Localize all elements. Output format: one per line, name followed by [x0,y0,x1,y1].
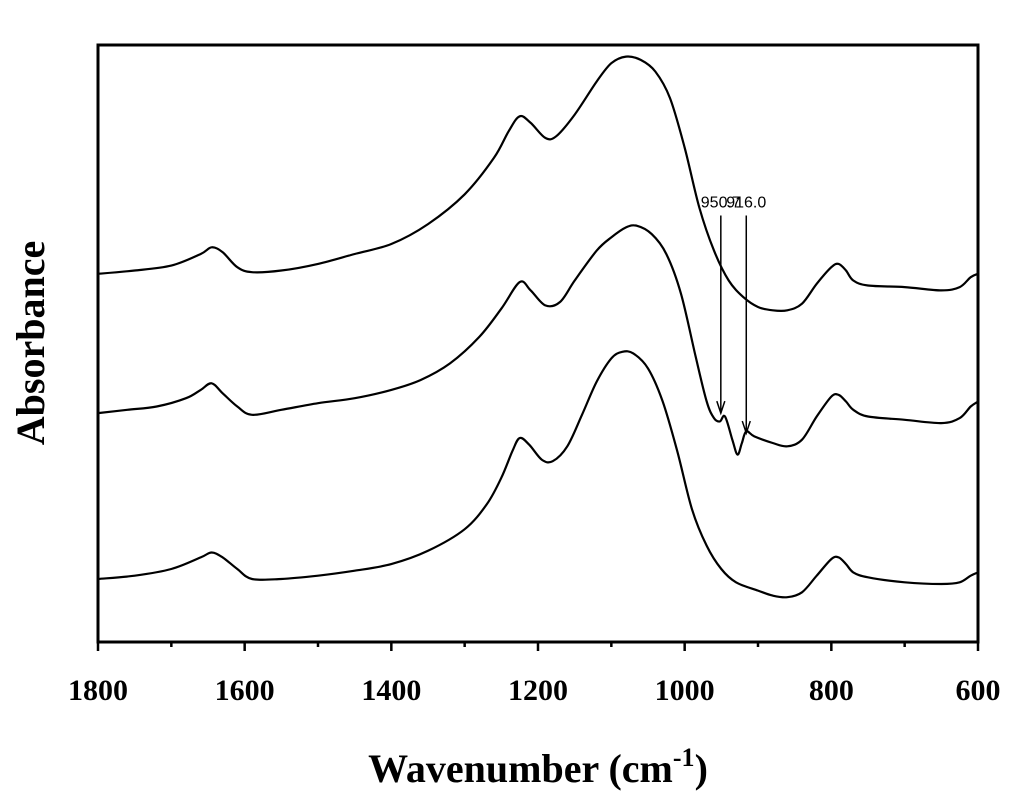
x-axis-title-close: ) [695,746,708,791]
plot-frame [96,43,980,644]
x-tick-label-1800: 1800 [68,674,128,707]
annotation-916.0: 916.0 [726,195,766,436]
spectrum-line-2 [97,224,979,456]
x-axis-title-main: Wavenumber (cm [368,746,673,791]
x-tick-label-800: 800 [809,674,854,707]
x-axis-ticks [96,642,980,651]
x-axis-tick-labels: 1800 1600 1400 1200 1000 800 600 [68,674,1001,707]
x-tick-label-600: 600 [956,674,1001,707]
x-tick-label-1000: 1000 [655,674,715,707]
spectrum-line-1 [97,55,979,313]
x-axis-title-superscript: -1 [673,743,695,772]
annotation-label-950.7: 950.7 [701,195,741,212]
x-axis-title: Wavenumber (cm-1) [368,743,708,791]
annotation-950.7: 950.7 [701,195,741,416]
x-tick-label-1400: 1400 [361,674,421,707]
spectrum-line-3 [97,350,979,599]
annotation-arrowhead-916.0 [741,420,751,436]
x-tick-label-1600: 1600 [215,674,275,707]
y-axis-title: Absorbance [8,241,53,445]
spectra-series [97,55,979,599]
annotation-arrowhead-950.7 [716,400,726,416]
annotation-label-916.0: 916.0 [726,195,766,212]
x-tick-label-1200: 1200 [508,674,568,707]
